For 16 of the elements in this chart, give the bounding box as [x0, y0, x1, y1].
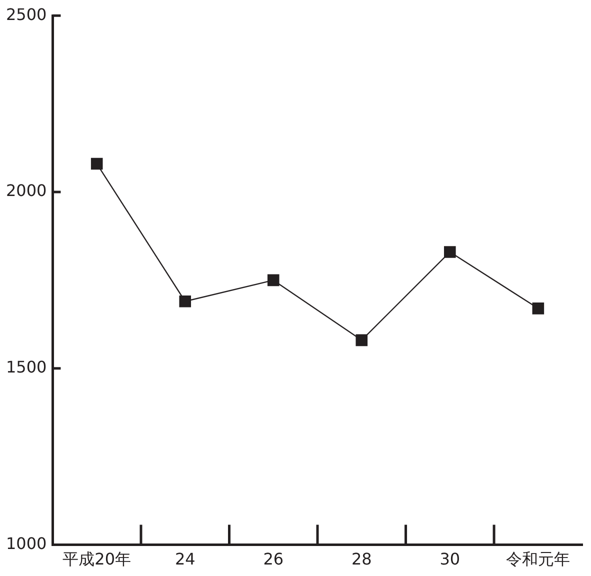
point [90, 158, 103, 170]
point [267, 274, 280, 286]
y-tick-label: 1500 [6, 358, 47, 377]
point [179, 295, 192, 308]
x-tick-label: 26 [263, 550, 284, 569]
x-tick-label: 令和元年 [506, 550, 570, 569]
point [356, 334, 368, 346]
x-tick-label: 28 [351, 550, 372, 569]
x-tick-label: 30 [440, 550, 460, 569]
x-tick-label: 平成20年 [62, 550, 132, 569]
y-tick-label: 2500 [6, 4, 47, 24]
x-tick-label: 24 [174, 550, 196, 569]
y-tick-label: 1000 [6, 534, 47, 553]
point [444, 246, 456, 258]
y-tick-label: 2000 [6, 181, 47, 200]
point [532, 302, 544, 314]
